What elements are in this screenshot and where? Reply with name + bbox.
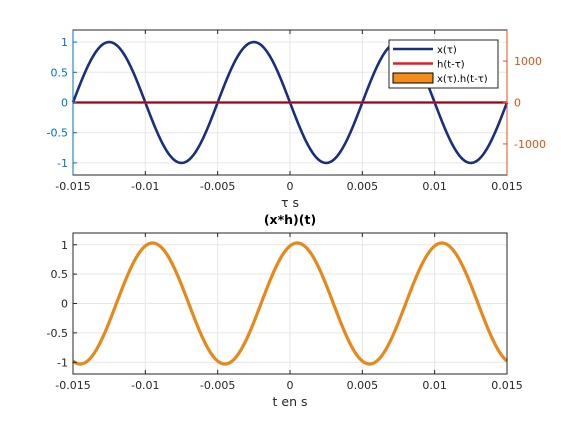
bottom-ticks: -0.015 -0.01 -0.005 0 0.005 0.01 0.015 -1 -0.5 0 0… <box>47 233 523 392</box>
bottom-xtick-label-6: 0.015 <box>491 379 523 392</box>
bottom-ytick-label-0: -1 <box>57 356 68 369</box>
legend-label-2: x(τ).h(t-τ) <box>437 74 488 85</box>
bottom-plot-title: (x*h)(t) <box>264 212 316 227</box>
bottom-plot: (x*h)(t) -0.015 -0.01 -0.005 0 0.005 0.01 0.01… <box>47 212 523 409</box>
top-xtick-label-6: 0.015 <box>491 180 523 193</box>
top-ytick-label-1: -0.5 <box>47 127 68 140</box>
bottom-xtick-label-0: -0.015 <box>55 379 90 392</box>
bottom-xtick-label-2: -0.005 <box>200 379 235 392</box>
top-ytick-label-0: -1 <box>57 157 68 170</box>
top-ytick-label-3: 0.5 <box>51 66 69 79</box>
top-xtick-label-5: 0.01 <box>422 180 447 193</box>
top-legend[interactable]: x(τ) h(t-τ) x(τ).h(t-τ) <box>388 39 499 89</box>
top-xtick-label-2: -0.005 <box>200 180 235 193</box>
top-xtick-label-3: 0 <box>287 180 294 193</box>
bottom-x-axis-label: t en s <box>273 394 308 409</box>
top-plot: -0.015 -0.01 -0.005 0 0.005 0.01 0.015 -1 -0.5 0 0… <box>47 29 546 210</box>
top-xtick-label-1: -0.01 <box>131 180 159 193</box>
bottom-xtick-label-3: 0 <box>287 379 294 392</box>
top-ytick-right-label-2: 1000 <box>514 55 542 68</box>
top-ticks: -0.015 -0.01 -0.005 0 0.005 0.01 0.015 -1 -0.5 0 0… <box>47 30 546 193</box>
bottom-xtick-label-4: 0.005 <box>347 379 379 392</box>
legend-label-0: x(τ) <box>437 45 457 56</box>
bottom-ytick-label-2: 0 <box>61 298 68 311</box>
bottom-xtick-label-1: -0.01 <box>131 379 159 392</box>
top-x-axis-label: τ s <box>281 195 299 210</box>
legend-swatch-2 <box>392 72 434 84</box>
top-xtick-label-4: 0.005 <box>347 180 379 193</box>
bottom-series-convolution <box>72 241 509 366</box>
top-ytick-label-4: 1 <box>61 36 68 49</box>
top-ytick-right-label-0: -1000 <box>514 138 546 151</box>
legend-label-1: h(t-τ) <box>437 60 465 71</box>
bottom-data-area <box>72 241 509 366</box>
bottom-ytick-label-1: -0.5 <box>47 327 68 340</box>
top-ytick-label-2: 0 <box>61 97 68 110</box>
bottom-xtick-label-5: 0.01 <box>422 379 447 392</box>
bottom-ytick-label-3: 0.5 <box>51 268 69 281</box>
top-ytick-right-label-1: 0 <box>514 97 521 110</box>
top-data-area <box>71 40 509 165</box>
top-xtick-label-0: -0.015 <box>55 180 90 193</box>
bottom-ytick-label-4: 1 <box>61 239 68 252</box>
